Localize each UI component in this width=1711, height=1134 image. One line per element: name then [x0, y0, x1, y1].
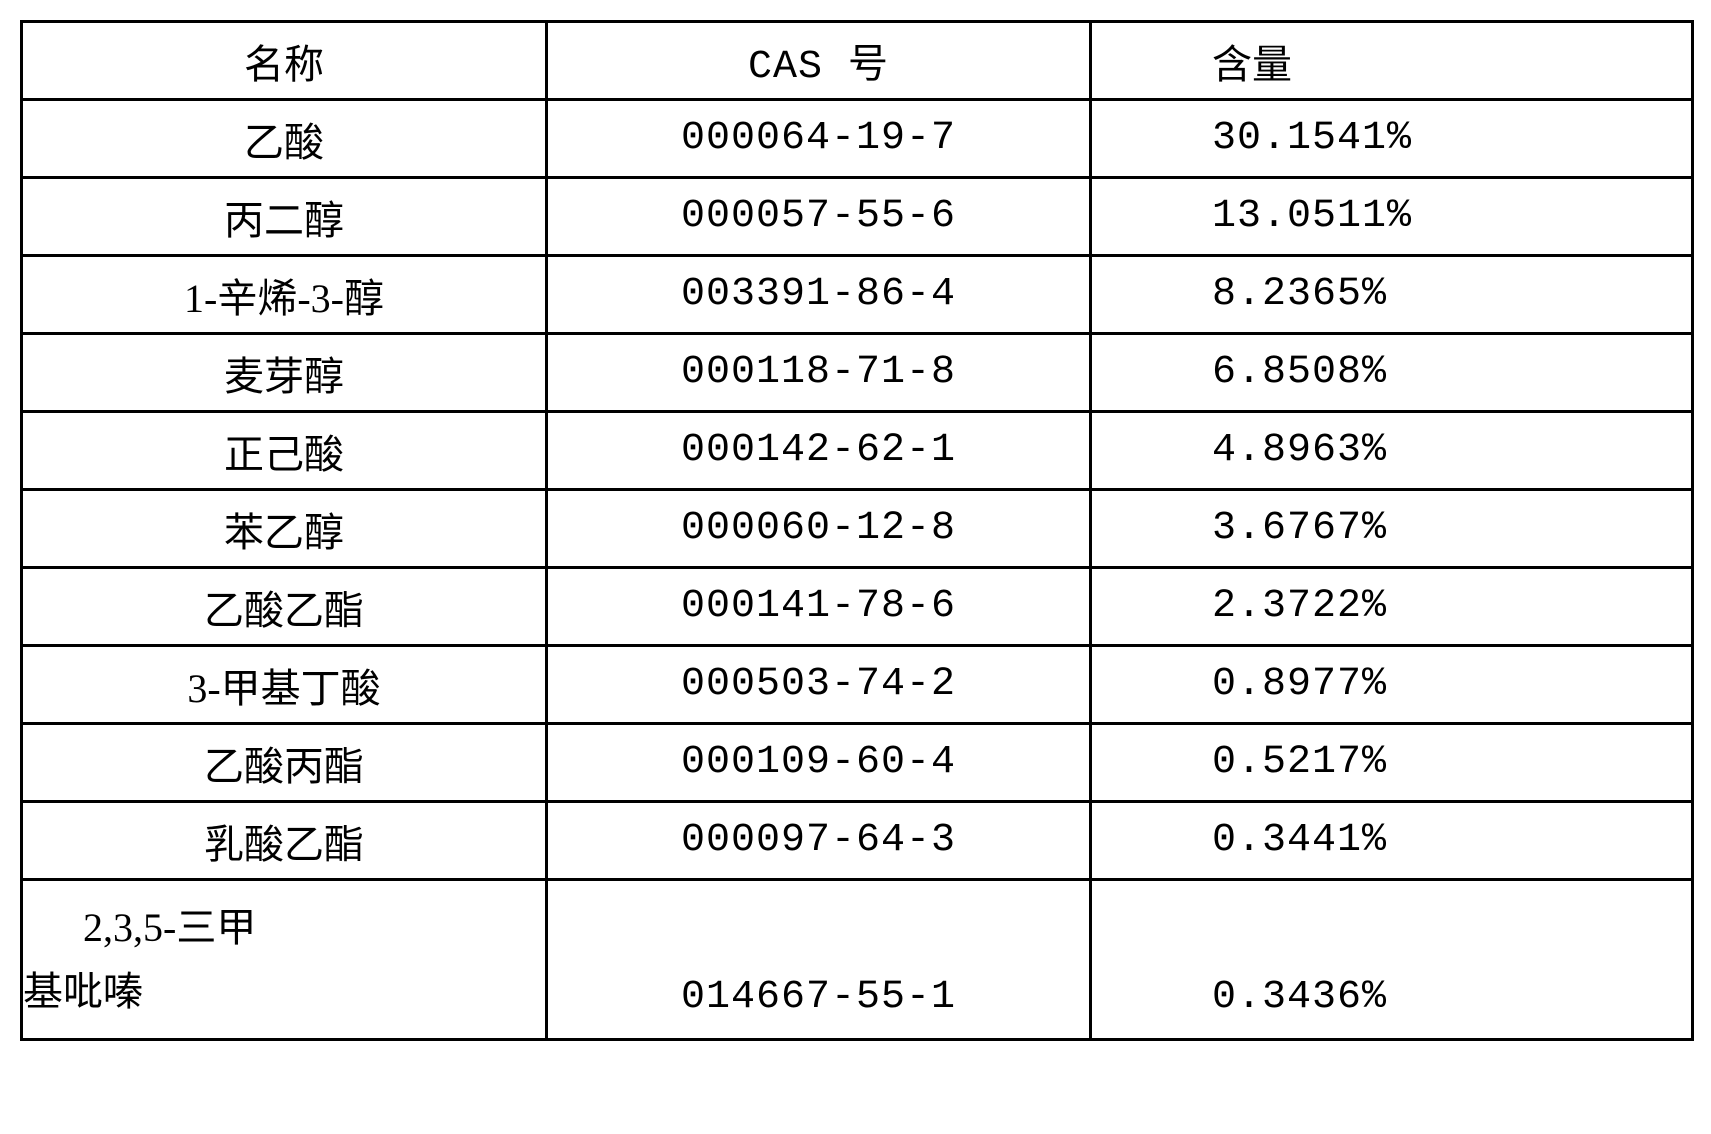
cell-name: 丙二醇: [22, 178, 547, 256]
table-row: 麦芽醇 000118-71-8 6.8508%: [22, 334, 1693, 412]
cell-name: 1-辛烯-3-醇: [22, 256, 547, 334]
cell-name: 正己酸: [22, 412, 547, 490]
cell-amount: 6.8508%: [1091, 334, 1693, 412]
cell-name-line1: 2,3,5-三甲: [83, 905, 256, 950]
table-row: 乙酸丙酯 000109-60-4 0.5217%: [22, 724, 1693, 802]
cell-name: 3-甲基丁酸: [22, 646, 547, 724]
cell-cas: 000064-19-7: [547, 100, 1091, 178]
table-row: 乙酸 000064-19-7 30.1541%: [22, 100, 1693, 178]
table-row: 乙酸乙酯 000141-78-6 2.3722%: [22, 568, 1693, 646]
cell-cas: 000503-74-2: [547, 646, 1091, 724]
cell-amount: 13.0511%: [1091, 178, 1693, 256]
cell-amount: 8.2365%: [1091, 256, 1693, 334]
table-row: 1-辛烯-3-醇 003391-86-4 8.2365%: [22, 256, 1693, 334]
cell-amount: 0.8977%: [1091, 646, 1693, 724]
cell-cas: 000141-78-6: [547, 568, 1091, 646]
table-row: 2,3,5-三甲 基吡嗪 014667-55-1 0.3436%: [22, 880, 1693, 1040]
cell-amount: 2.3722%: [1091, 568, 1693, 646]
cell-amount: 0.5217%: [1091, 724, 1693, 802]
col-header-cas: CAS 号: [547, 22, 1091, 100]
chemical-composition-table: 名称 CAS 号 含量 乙酸 000064-19-7 30.1541% 丙二醇 …: [20, 20, 1694, 1041]
cell-name: 乙酸: [22, 100, 547, 178]
col-header-amount: 含量: [1091, 22, 1693, 100]
cell-amount: 3.6767%: [1091, 490, 1693, 568]
cell-cas: 000109-60-4: [547, 724, 1091, 802]
table-row: 乳酸乙酯 000097-64-3 0.3441%: [22, 802, 1693, 880]
cell-amount: 0.3436%: [1091, 880, 1693, 1040]
cell-cas: 000097-64-3: [547, 802, 1091, 880]
cell-name-line2: 基吡嗪: [23, 960, 544, 1024]
table-row: 苯乙醇 000060-12-8 3.6767%: [22, 490, 1693, 568]
cell-cas: 000142-62-1: [547, 412, 1091, 490]
cell-cas: 014667-55-1: [547, 880, 1091, 1040]
cell-cas: 000118-71-8: [547, 334, 1091, 412]
cell-name: 乙酸丙酯: [22, 724, 547, 802]
cell-name: 乳酸乙酯: [22, 802, 547, 880]
table-row: 正己酸 000142-62-1 4.8963%: [22, 412, 1693, 490]
table-header-row: 名称 CAS 号 含量: [22, 22, 1693, 100]
cell-name: 苯乙醇: [22, 490, 547, 568]
cell-cas: 003391-86-4: [547, 256, 1091, 334]
table-row: 3-甲基丁酸 000503-74-2 0.8977%: [22, 646, 1693, 724]
cell-amount: 4.8963%: [1091, 412, 1693, 490]
col-header-name: 名称: [22, 22, 547, 100]
cell-cas: 000060-12-8: [547, 490, 1091, 568]
table-row: 丙二醇 000057-55-6 13.0511%: [22, 178, 1693, 256]
cell-name: 乙酸乙酯: [22, 568, 547, 646]
cell-name: 2,3,5-三甲 基吡嗪: [22, 880, 547, 1040]
cell-amount: 0.3441%: [1091, 802, 1693, 880]
cell-name: 麦芽醇: [22, 334, 547, 412]
cell-cas: 000057-55-6: [547, 178, 1091, 256]
cell-amount: 30.1541%: [1091, 100, 1693, 178]
